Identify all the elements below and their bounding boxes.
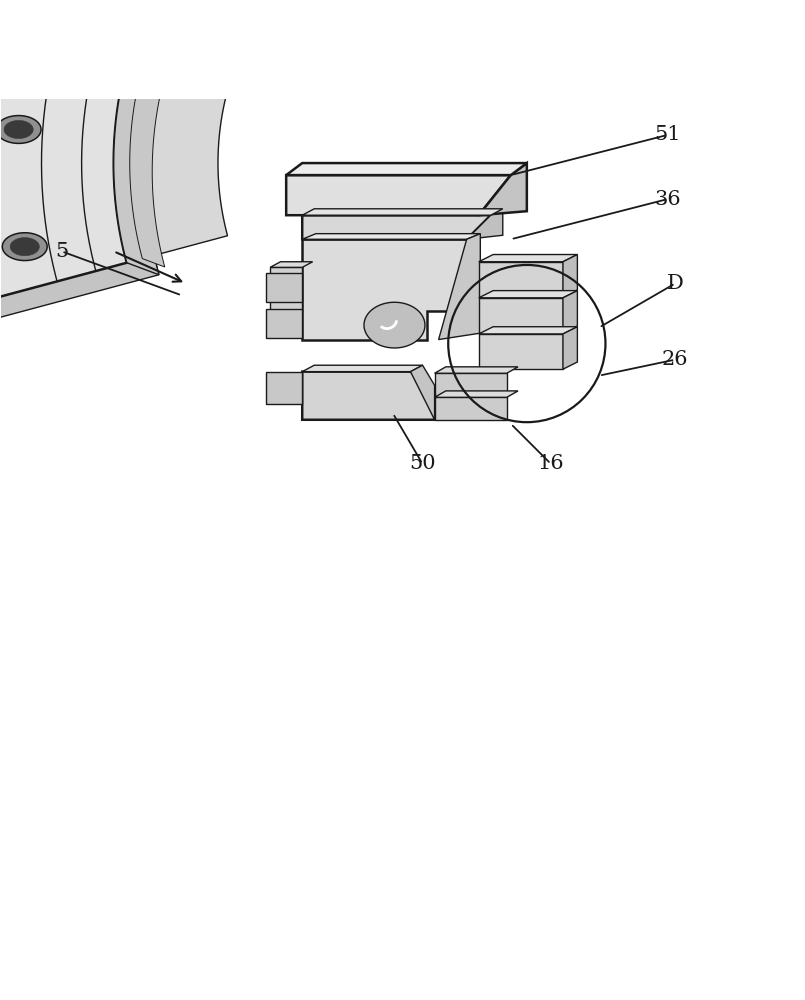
Polygon shape xyxy=(435,397,507,420)
Polygon shape xyxy=(19,0,64,28)
Polygon shape xyxy=(302,209,503,215)
Polygon shape xyxy=(114,0,464,275)
Polygon shape xyxy=(439,234,481,340)
Polygon shape xyxy=(287,175,511,215)
Text: 26: 26 xyxy=(662,350,688,369)
Polygon shape xyxy=(4,120,33,139)
Polygon shape xyxy=(435,373,507,396)
Polygon shape xyxy=(411,365,435,420)
Polygon shape xyxy=(2,233,47,261)
Polygon shape xyxy=(27,5,56,23)
Polygon shape xyxy=(130,0,450,259)
Polygon shape xyxy=(479,291,577,298)
Polygon shape xyxy=(563,291,577,333)
Polygon shape xyxy=(479,163,526,215)
Polygon shape xyxy=(479,262,563,297)
Polygon shape xyxy=(302,372,435,420)
Polygon shape xyxy=(364,302,425,348)
Polygon shape xyxy=(479,298,563,333)
Polygon shape xyxy=(266,309,302,338)
Polygon shape xyxy=(563,255,577,297)
Polygon shape xyxy=(0,116,41,143)
Polygon shape xyxy=(0,0,464,325)
Polygon shape xyxy=(287,163,526,175)
Text: 50: 50 xyxy=(409,454,436,473)
Polygon shape xyxy=(270,267,302,311)
Polygon shape xyxy=(270,262,312,267)
Polygon shape xyxy=(130,0,457,267)
Polygon shape xyxy=(302,239,467,340)
Text: D: D xyxy=(667,274,683,293)
Polygon shape xyxy=(479,327,577,334)
Polygon shape xyxy=(266,372,302,404)
Polygon shape xyxy=(479,255,577,262)
Polygon shape xyxy=(479,334,563,369)
Text: 51: 51 xyxy=(654,125,680,144)
Polygon shape xyxy=(302,365,423,372)
Polygon shape xyxy=(563,327,577,369)
Polygon shape xyxy=(302,234,481,239)
Polygon shape xyxy=(0,0,432,313)
Polygon shape xyxy=(467,209,503,239)
Polygon shape xyxy=(0,0,431,325)
Polygon shape xyxy=(10,238,39,256)
Polygon shape xyxy=(266,273,302,302)
Polygon shape xyxy=(302,215,491,239)
Text: 5: 5 xyxy=(55,242,68,261)
Polygon shape xyxy=(435,391,518,397)
Polygon shape xyxy=(435,367,518,373)
Text: 16: 16 xyxy=(538,454,564,473)
Text: 36: 36 xyxy=(654,190,680,209)
